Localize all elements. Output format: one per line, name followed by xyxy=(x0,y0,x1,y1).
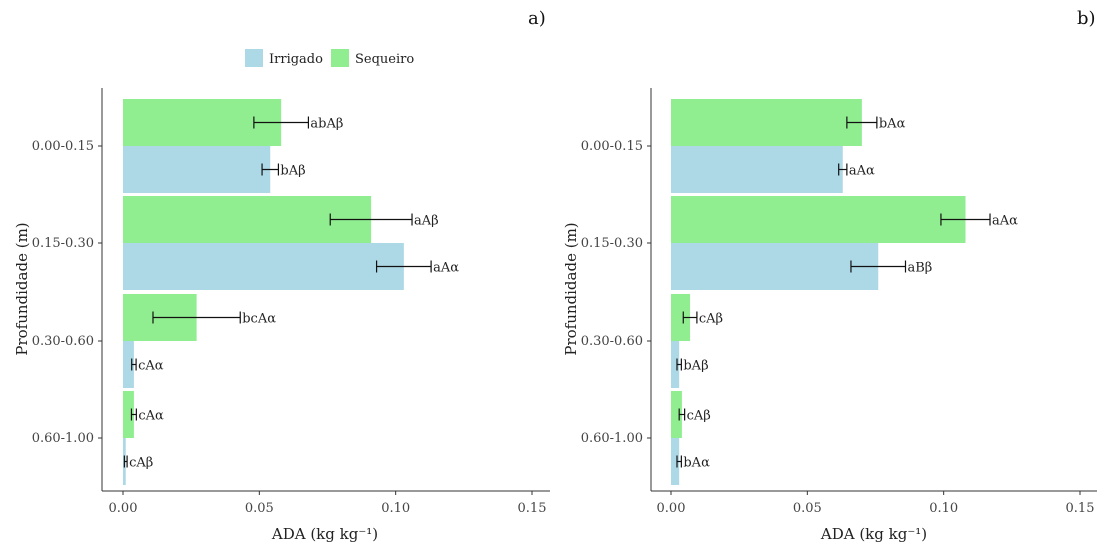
data-label: bAα xyxy=(683,456,710,471)
y-tick-label: 0.15-0.30 xyxy=(581,236,643,251)
y-tick-label: 0.60-1.00 xyxy=(581,431,643,446)
data-label: cAβ xyxy=(687,409,711,424)
bar-sequeiro xyxy=(671,99,862,146)
y-tick-label: 0.30-0.60 xyxy=(32,334,94,349)
data-label: bAα xyxy=(879,117,906,132)
y-axis-title: Profundidade (m) xyxy=(562,222,580,355)
data-label: cAα xyxy=(138,409,164,424)
bar-irrigado xyxy=(671,341,680,388)
data-label: aBβ xyxy=(907,261,932,276)
bar-sequeiro xyxy=(123,391,134,438)
y-tick-label: 0.60-1.00 xyxy=(32,431,94,446)
chart-panel-b: b) ADA (kg kg⁻¹) Profundidade (m) 0.00-0… xyxy=(562,8,1097,543)
x-tick-label: 0.00 xyxy=(109,501,138,516)
x-tick-label: 0.05 xyxy=(793,501,822,516)
data-label: cAβ xyxy=(699,312,723,327)
data-label: cAβ xyxy=(129,456,153,471)
bar-sequeiro xyxy=(671,391,682,438)
legend-label-irrigado: Irrigado xyxy=(269,52,323,67)
panel-label: a) xyxy=(528,8,546,29)
x-axis-title: ADA (kg kg⁻¹) xyxy=(820,525,927,543)
data-label: bAβ xyxy=(683,359,708,374)
bar-sequeiro xyxy=(671,294,691,341)
data-label: cAα xyxy=(138,359,164,374)
x-tick-label: 0.15 xyxy=(1066,501,1095,516)
x-tick-label: 0.00 xyxy=(657,501,686,516)
legend-label-sequeiro: Sequeiro xyxy=(355,52,414,67)
data-label: bcAα xyxy=(242,312,276,327)
data-label: abAβ xyxy=(310,117,343,132)
x-tick-label: 0.10 xyxy=(929,501,958,516)
panel-label: b) xyxy=(1077,8,1096,29)
y-tick-label: 0.15-0.30 xyxy=(32,236,94,251)
x-tick-label: 0.05 xyxy=(245,501,274,516)
bar-irrigado xyxy=(123,146,271,193)
data-label: aAα xyxy=(433,261,459,276)
y-tick-label: 0.00-0.15 xyxy=(581,139,643,154)
data-label: aAβ xyxy=(414,214,439,229)
legend: Irrigado Sequeiro xyxy=(245,49,414,67)
y-tick-label: 0.30-0.60 xyxy=(581,334,643,349)
bar-irrigado xyxy=(671,438,680,485)
bar-sequeiro xyxy=(671,196,966,243)
x-axis-title: ADA (kg kg⁻¹) xyxy=(271,525,378,543)
x-tick-label: 0.10 xyxy=(381,501,410,516)
legend-swatch-irrigado xyxy=(245,49,263,67)
bar-irrigado xyxy=(671,146,843,193)
bar-irrigado xyxy=(123,341,134,388)
data-label: aAα xyxy=(849,164,875,179)
bar-irrigado xyxy=(671,243,879,290)
bar-irrigado xyxy=(123,243,404,290)
data-label: bAβ xyxy=(280,164,305,179)
legend-swatch-sequeiro xyxy=(331,49,349,67)
x-tick-label: 0.15 xyxy=(518,501,547,516)
data-label: aAα xyxy=(992,214,1018,229)
chart-panel-a: a) ADA (kg kg⁻¹) Profundidade (m) 0.00-0… xyxy=(13,8,550,543)
y-axis-title: Profundidade (m) xyxy=(13,222,31,355)
y-tick-label: 0.00-0.15 xyxy=(32,139,94,154)
